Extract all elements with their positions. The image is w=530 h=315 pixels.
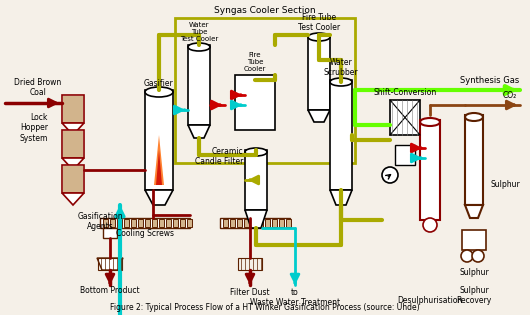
Bar: [145, 219, 150, 227]
Polygon shape: [465, 205, 483, 218]
Bar: [245, 150, 267, 210]
Ellipse shape: [188, 43, 210, 51]
Text: Water
Scrubber: Water Scrubber: [324, 58, 358, 77]
Text: to
Waste Water Treatment: to Waste Water Treatment: [250, 288, 340, 307]
Text: Gasifier: Gasifier: [144, 79, 174, 88]
Bar: [390, 100, 420, 135]
Bar: [244, 219, 249, 227]
Bar: [308, 35, 330, 110]
Bar: [152, 219, 157, 227]
Bar: [465, 115, 483, 205]
Bar: [251, 219, 256, 227]
Bar: [110, 219, 115, 227]
Text: Water
Tube
Test Cooler: Water Tube Test Cooler: [180, 22, 218, 42]
Text: Sulphur
Recovery: Sulphur Recovery: [456, 286, 492, 305]
Polygon shape: [145, 190, 173, 205]
Circle shape: [423, 218, 437, 232]
Text: Cooling Screws: Cooling Screws: [116, 229, 174, 238]
Bar: [138, 219, 143, 227]
Polygon shape: [62, 158, 84, 170]
Polygon shape: [97, 258, 123, 270]
Circle shape: [472, 250, 484, 262]
Ellipse shape: [330, 78, 352, 86]
Text: Bottom Product: Bottom Product: [80, 286, 140, 295]
Bar: [272, 219, 277, 227]
Bar: [63, 131, 83, 157]
Bar: [166, 219, 171, 227]
Bar: [145, 90, 173, 190]
Polygon shape: [62, 123, 84, 135]
Text: Filter Dust: Filter Dust: [230, 288, 270, 297]
Bar: [420, 120, 440, 220]
Bar: [279, 219, 284, 227]
Bar: [62, 95, 84, 123]
Bar: [258, 219, 263, 227]
Bar: [62, 165, 84, 193]
Bar: [238, 258, 262, 270]
Bar: [286, 219, 291, 227]
Bar: [175, 18, 355, 163]
Bar: [235, 75, 275, 130]
Text: Sulphur: Sulphur: [490, 180, 520, 189]
Bar: [159, 219, 164, 227]
Circle shape: [382, 167, 398, 183]
Bar: [330, 80, 352, 190]
Polygon shape: [308, 110, 330, 122]
Text: Sulphur: Sulphur: [459, 268, 489, 277]
Bar: [117, 219, 122, 227]
Polygon shape: [62, 193, 84, 205]
Circle shape: [461, 250, 473, 262]
Bar: [265, 219, 270, 227]
Text: Syngas Cooler Section: Syngas Cooler Section: [214, 6, 316, 15]
Bar: [62, 130, 84, 158]
Bar: [237, 219, 242, 227]
Bar: [173, 219, 178, 227]
Text: Gasification
Agents: Gasification Agents: [77, 212, 123, 232]
Text: Dried Brown
Coal: Dried Brown Coal: [14, 77, 61, 97]
Bar: [63, 96, 83, 122]
Text: Figure 2: Typical Process Flow of a HT Winker Gasification Process (source: Uhde: Figure 2: Typical Process Flow of a HT W…: [110, 303, 420, 312]
Text: Synthesis Gas: Synthesis Gas: [461, 76, 519, 85]
Text: Shift-Conversion: Shift-Conversion: [373, 88, 437, 97]
Bar: [124, 219, 129, 227]
Text: Ceramic
Candle Filter: Ceramic Candle Filter: [195, 147, 243, 166]
Bar: [230, 219, 235, 227]
Bar: [188, 45, 210, 125]
Bar: [180, 219, 185, 227]
Text: Fire
Tube
Cooler: Fire Tube Cooler: [244, 52, 266, 72]
Text: CO₂: CO₂: [503, 91, 517, 100]
Bar: [100, 218, 190, 228]
Bar: [98, 258, 122, 270]
Ellipse shape: [245, 148, 267, 156]
Bar: [131, 219, 136, 227]
Polygon shape: [188, 125, 210, 138]
Polygon shape: [156, 150, 162, 185]
Ellipse shape: [308, 33, 330, 41]
Bar: [223, 219, 228, 227]
Bar: [187, 219, 192, 227]
Bar: [462, 230, 486, 250]
Bar: [63, 166, 83, 192]
Text: Lock
Hopper
System: Lock Hopper System: [20, 113, 48, 143]
Bar: [103, 228, 117, 238]
Polygon shape: [245, 210, 267, 228]
Bar: [220, 218, 290, 228]
Ellipse shape: [145, 87, 173, 97]
Text: Fire Tube
Test Cooler: Fire Tube Test Cooler: [298, 13, 340, 32]
Polygon shape: [330, 190, 352, 205]
Text: Desulphurisation: Desulphurisation: [398, 296, 463, 305]
Ellipse shape: [465, 113, 483, 121]
Ellipse shape: [420, 118, 440, 126]
Bar: [395, 145, 415, 165]
Polygon shape: [154, 135, 164, 185]
Bar: [103, 219, 108, 227]
